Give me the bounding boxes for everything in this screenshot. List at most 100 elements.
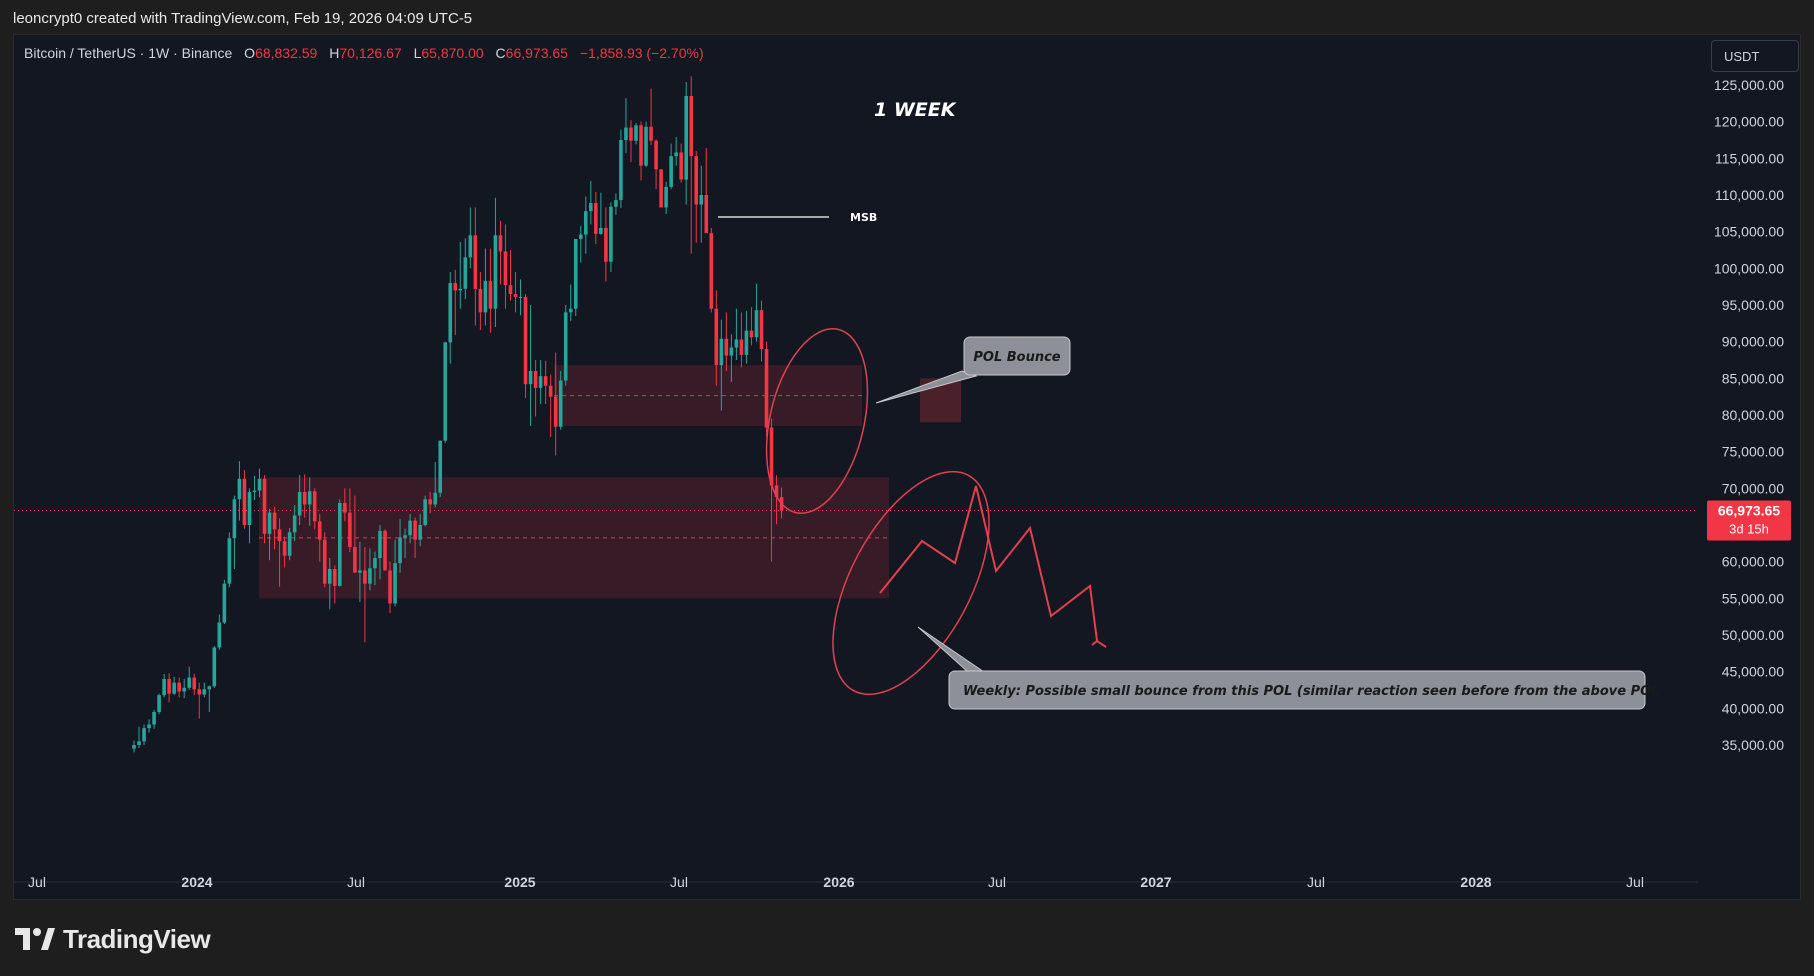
price-tick-label: 80,000.00 bbox=[1722, 407, 1784, 423]
candle-down bbox=[533, 371, 538, 388]
candle-up bbox=[754, 310, 759, 338]
candle-down bbox=[428, 499, 432, 505]
candle-down bbox=[488, 280, 493, 309]
candle-down bbox=[654, 140, 658, 170]
candle-down bbox=[659, 169, 663, 208]
candle-up bbox=[287, 532, 292, 556]
tradingview-logo[interactable]: TradingView bbox=[15, 924, 211, 954]
tradingview-logo-icon bbox=[15, 928, 55, 950]
price-tick-label: 50,000.00 bbox=[1722, 627, 1784, 643]
time-axis: Jul 2024 Jul 2025 Jul 2026 Jul 2027 Jul 2028 Jul bbox=[14, 874, 1698, 890]
candle-up bbox=[563, 312, 568, 381]
candle-down bbox=[724, 338, 729, 356]
candle-up bbox=[338, 503, 342, 586]
candle-up bbox=[207, 686, 212, 690]
candle-up bbox=[483, 280, 488, 313]
time-tick-label: 2025 bbox=[504, 874, 535, 890]
candle-down bbox=[343, 503, 347, 513]
price-tick-label: 95,000.00 bbox=[1722, 297, 1784, 313]
high-label: H bbox=[329, 45, 340, 61]
candle-down bbox=[649, 126, 653, 141]
low-value: 65,870.00 bbox=[421, 45, 484, 61]
candle-up bbox=[584, 211, 588, 235]
candle-down bbox=[317, 521, 322, 540]
candle-down bbox=[498, 235, 503, 252]
candle-down bbox=[503, 251, 508, 286]
candle-down bbox=[282, 541, 287, 556]
price-tick-label: 75,000.00 bbox=[1722, 444, 1784, 460]
candle-down bbox=[312, 491, 317, 522]
candle-down bbox=[348, 512, 352, 547]
candle-down bbox=[774, 485, 779, 498]
candle-up bbox=[458, 288, 463, 291]
candle-up bbox=[614, 200, 618, 207]
symbol-legend: Bitcoin / TetherUS · 1W · Binance O68,83… bbox=[24, 45, 704, 61]
candle-up bbox=[408, 520, 412, 536]
candle-down bbox=[262, 478, 267, 534]
bar-countdown: 3d 15h bbox=[1729, 522, 1769, 537]
price-axis: 125,000.00 120,000.00 115,000.00 110,000.00… bbox=[1707, 77, 1791, 753]
candle-up bbox=[443, 342, 448, 441]
candle-up bbox=[699, 195, 704, 205]
candle-up bbox=[232, 499, 237, 539]
candle-up bbox=[257, 478, 262, 491]
candle-down bbox=[167, 679, 171, 694]
change-value: −1,858.93 (−2.70%) bbox=[579, 45, 704, 61]
candle-down bbox=[523, 296, 528, 385]
candle-down bbox=[769, 427, 774, 486]
candle-down bbox=[333, 569, 337, 586]
candle-up bbox=[237, 478, 242, 500]
candle-up bbox=[558, 380, 563, 427]
candle-up bbox=[187, 677, 192, 688]
projection-path bbox=[879, 485, 1098, 642]
currency-button[interactable]: USDT bbox=[1711, 40, 1799, 72]
candle-up bbox=[227, 538, 232, 584]
candle-up bbox=[222, 583, 227, 623]
time-tick-label: Jul bbox=[988, 874, 1006, 890]
candle-up bbox=[674, 152, 678, 157]
candle-up bbox=[433, 492, 437, 505]
symbol-name[interactable]: Bitcoin / TetherUS · 1W · Binance bbox=[24, 45, 233, 61]
candle-up bbox=[217, 622, 222, 648]
candle-up bbox=[157, 695, 161, 712]
candle-down bbox=[553, 396, 558, 427]
candle-up bbox=[644, 126, 648, 166]
time-tick-label: Jul bbox=[1307, 874, 1325, 890]
candle-down bbox=[478, 288, 483, 313]
candle-up bbox=[624, 127, 628, 140]
candle-down bbox=[277, 529, 282, 542]
candle-up bbox=[734, 339, 739, 348]
candle-down bbox=[594, 203, 598, 234]
candle-down bbox=[363, 570, 367, 584]
chart-panel[interactable]: MSB 1 WEEK POL Bounce Weekly: Possible smal… bbox=[13, 34, 1801, 900]
time-tick-label: Jul bbox=[28, 874, 46, 890]
candle-up bbox=[634, 125, 638, 141]
candle-up bbox=[152, 712, 156, 725]
candle-down bbox=[629, 127, 633, 141]
time-tick-label: Jul bbox=[347, 874, 365, 890]
candle-up bbox=[538, 376, 543, 388]
price-tick-label: 115,000.00 bbox=[1715, 150, 1784, 166]
current-price-value: 66,973.65 bbox=[1718, 503, 1780, 519]
candle-down bbox=[714, 308, 719, 366]
candle-up bbox=[729, 347, 734, 356]
time-tick-label: 2028 bbox=[1460, 874, 1491, 890]
low-label: L bbox=[413, 45, 422, 61]
candle-down bbox=[383, 530, 387, 571]
candle-up bbox=[664, 186, 668, 208]
candle-down bbox=[749, 330, 754, 338]
candle-down bbox=[322, 539, 327, 584]
candle-down bbox=[513, 294, 518, 297]
candle-down bbox=[453, 283, 458, 291]
candle-up bbox=[182, 687, 186, 692]
candlestick-chart[interactable]: MSB 1 WEEK POL Bounce Weekly: Possible smal… bbox=[14, 35, 1800, 899]
price-tick-label: 70,000.00 bbox=[1722, 480, 1784, 496]
time-tick-label: 2027 bbox=[1140, 874, 1171, 890]
candle-down bbox=[709, 233, 714, 309]
candle-down bbox=[353, 547, 357, 573]
candle-down bbox=[473, 235, 478, 289]
candle-up bbox=[373, 558, 377, 569]
candle-down bbox=[759, 310, 764, 349]
candle-down bbox=[192, 677, 197, 690]
projection-ellipse bbox=[832, 470, 990, 696]
